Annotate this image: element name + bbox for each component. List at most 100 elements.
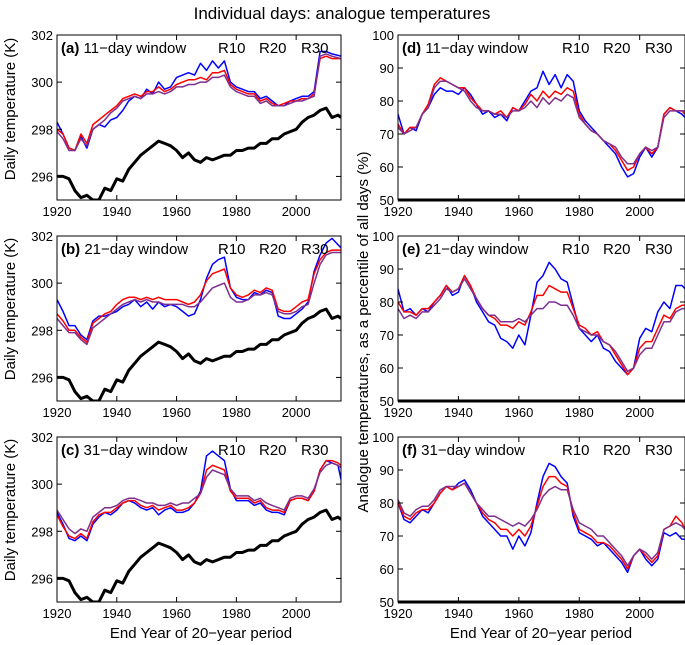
series-line-r20-e (398, 274, 685, 376)
series-line-black-b (57, 307, 341, 401)
axes-box-f (397, 436, 685, 603)
y-tick-label-b-302: 302 (31, 229, 53, 244)
series-line-r10-e (398, 261, 685, 376)
x-tick-label-e-1980: 1980 (565, 405, 594, 420)
x-tick-label-c-1960: 1960 (162, 606, 191, 621)
panel-window-e: 21−day window (420, 241, 528, 258)
panel-window-b: 21−day window (80, 241, 188, 258)
y-tick-label-e-90: 90 (380, 262, 394, 277)
y-tick-label-b-296: 296 (31, 370, 53, 385)
series-line-r20-f (398, 475, 685, 570)
y-tick-label-e-70: 70 (380, 328, 394, 343)
panel-label-c: (c) (61, 442, 79, 459)
y-tick-label-b-300: 300 (31, 276, 53, 291)
y-tick-label-a-302: 302 (31, 28, 53, 43)
panel-series-a (57, 50, 341, 200)
panel-label-f: (f) (402, 442, 417, 459)
x-tick-label-f-1980: 1980 (565, 606, 594, 621)
x-tick-label-e-1920: 1920 (384, 405, 413, 420)
x-tick-label-c-1940: 1940 (102, 606, 131, 621)
y-tick-label-a-298: 298 (31, 122, 53, 137)
y-tick-label-f-70: 70 (380, 529, 394, 544)
x-tick-label-a-1960: 1960 (162, 204, 191, 219)
panel-f: 1920 1940 1960 1980 2000 50 60 70 80 90 100 (f) 31−… (372, 430, 685, 621)
y-tick-label-f-100: 100 (372, 430, 394, 445)
legend-r10-e: R10 (562, 241, 590, 258)
x-tick-label-a-2000: 2000 (282, 204, 311, 219)
legend-r10-a: R10 (218, 40, 246, 57)
panel-series-e (398, 261, 685, 376)
panel-title-a: (a) 11−day window (61, 40, 186, 57)
series-line-black-a (57, 106, 341, 200)
y-tick-label-e-100: 100 (372, 229, 394, 244)
legend-r30-e: R30 (645, 241, 673, 258)
series-line-r30-d (398, 80, 685, 165)
y-tick-label-e-80: 80 (380, 295, 394, 310)
legend-r10-c: R10 (218, 442, 246, 459)
ylabel-left-c: Daily temperature (K) (2, 439, 19, 582)
x-tick-label-b-1920: 1920 (43, 405, 72, 420)
panel-e: 1920 1940 1960 1980 2000 50 60 70 80 90 100 (e) 21−… (372, 229, 685, 420)
y-tick-label-a-300: 300 (31, 75, 53, 90)
y-tick-label-e-60: 60 (380, 361, 394, 376)
y-tick-label-d-60: 60 (380, 160, 394, 175)
series-line-r30-a (57, 53, 341, 152)
x-tick-label-b-1940: 1940 (102, 405, 131, 420)
y-tick-label-d-100: 100 (372, 28, 394, 43)
panel-window-f: 31−day window (417, 442, 525, 459)
y-tick-label-c-296: 296 (31, 571, 53, 586)
panel-label-e: (e) (402, 241, 420, 258)
legend-r20-f: R20 (603, 442, 631, 459)
series-line-r10-d (398, 70, 685, 178)
x-tick-label-a-1980: 1980 (222, 204, 251, 219)
x-tick-label-c-1980: 1980 (222, 606, 251, 621)
y-tick-label-f-80: 80 (380, 496, 394, 511)
legend-r30-f: R30 (645, 442, 673, 459)
panel-title-d: (d) 11−day window (402, 40, 528, 57)
x-tick-label-e-2000: 2000 (625, 405, 654, 420)
x-tick-label-c-1920: 1920 (43, 606, 72, 621)
axes-box-c (56, 436, 342, 603)
panel-label-b: (b) (61, 241, 80, 258)
panel-window-c: 31−day window (79, 442, 187, 459)
ylabel-right: Analogue temperatures, as a percentile o… (355, 151, 372, 512)
x-tick-label-b-1960: 1960 (162, 405, 191, 420)
series-line-r30-c (57, 462, 341, 535)
y-tick-label-d-70: 70 (380, 127, 394, 142)
legend-r30-d: R30 (645, 40, 673, 57)
axes-box-b (56, 235, 342, 402)
x-tick-label-d-1960: 1960 (504, 204, 533, 219)
x-tick-label-a-1920: 1920 (43, 204, 72, 219)
panel-b: 1920 1940 1960 1980 2000 296 298 300 302 (b) 21−d… (31, 229, 342, 420)
panel-series-b (57, 237, 341, 401)
x-tick-label-d-1920: 1920 (384, 204, 413, 219)
y-tick-label-e-50: 50 (380, 394, 394, 409)
legend-r30-b: R30 (301, 241, 329, 258)
y-tick-label-c-302: 302 (31, 430, 53, 445)
series-line-r20-b (57, 249, 341, 343)
panel-c: 1920 1940 1960 1980 2000 296 298 300 302 (c) 31−d… (31, 430, 342, 621)
panel-title-b: (b) 21−day window (61, 241, 188, 258)
ylabel-left-b: Daily temperature (K) (2, 238, 19, 381)
x-tick-label-e-1940: 1940 (444, 405, 473, 420)
x-tick-label-d-1940: 1940 (444, 204, 473, 219)
panel-d: 1920 1940 1960 1980 2000 50 60 70 80 90 100 (d) 11−… (372, 28, 685, 219)
legend-r20-b: R20 (259, 241, 287, 258)
x-tick-label-e-1960: 1960 (504, 405, 533, 420)
legend-r30-a: R30 (301, 40, 329, 57)
legend-r20-c: R20 (259, 442, 287, 459)
panel-title-c: (c) 31−day window (61, 442, 187, 459)
y-tick-label-d-90: 90 (380, 61, 394, 76)
panel-label-d: (d) (402, 40, 421, 57)
y-tick-label-d-80: 80 (380, 94, 394, 109)
panel-label-a: (a) (61, 40, 79, 57)
x-tick-label-f-1940: 1940 (444, 606, 473, 621)
x-tick-label-f-1960: 1960 (504, 606, 533, 621)
panel-series-c (57, 450, 341, 602)
series-line-r30-b (57, 251, 341, 346)
panel-title-f: (f) 31−day window (402, 442, 525, 459)
series-line-r10-f (398, 462, 685, 574)
series-line-r20-d (398, 77, 685, 172)
x-tick-label-c-2000: 2000 (282, 606, 311, 621)
